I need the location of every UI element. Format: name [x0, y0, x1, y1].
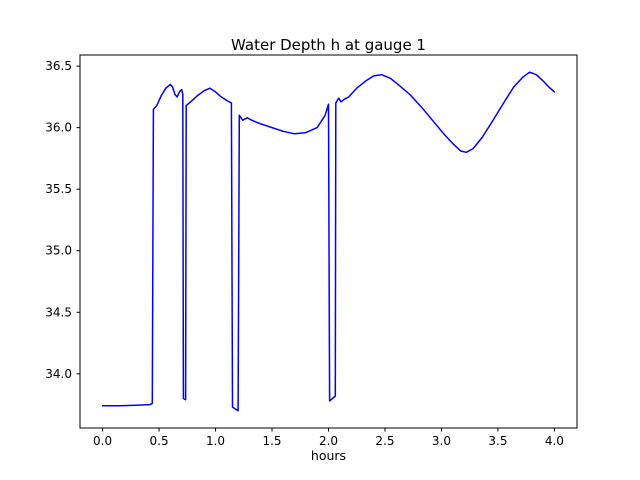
y-tick-label: 36.5: [45, 59, 72, 73]
x-tick-label: 0.5: [150, 434, 169, 448]
data-line-water-depth-h-gauge-1: [101, 71, 556, 412]
y-tick-label: 35.0: [45, 244, 72, 258]
y-tick-label: 34.0: [45, 367, 72, 381]
y-tick-label: 36.0: [45, 121, 72, 135]
y-tick-label: 34.5: [45, 305, 72, 319]
x-axis-label: hours: [310, 448, 347, 463]
x-tick-label: 2.0: [319, 434, 338, 448]
x-tick-label: 4.0: [545, 434, 564, 448]
y-tick-label: 35.5: [45, 182, 72, 196]
x-tick-label: 1.0: [206, 434, 225, 448]
x-tick-label: 2.5: [375, 434, 394, 448]
x-tick-label: 3.0: [432, 434, 451, 448]
x-tick-label: 1.5: [262, 434, 281, 448]
x-tick-label: 3.5: [488, 434, 507, 448]
x-tick-label: 0.0: [93, 434, 112, 448]
chart-title: Water Depth h at gauge 1: [231, 36, 426, 54]
